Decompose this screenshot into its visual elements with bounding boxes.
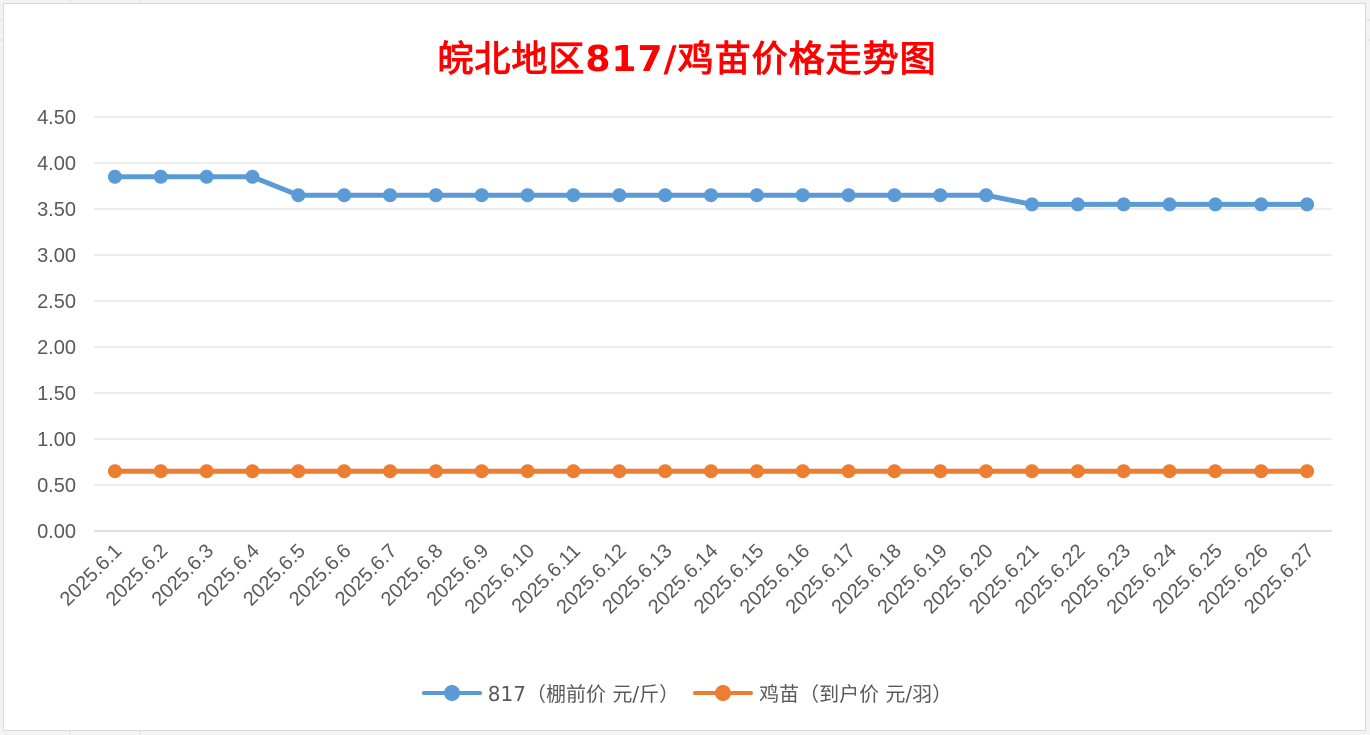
data-point-0 — [1070, 197, 1085, 212]
data-point-1 — [291, 464, 306, 479]
legend-item-817: 817（棚前价 元/斤） — [421, 678, 680, 707]
y-tick-label: 2.50 — [37, 291, 76, 313]
data-point-0 — [383, 188, 398, 203]
y-tick-label: 0.50 — [37, 475, 76, 497]
data-point-0 — [887, 188, 902, 203]
data-point-1 — [795, 464, 810, 479]
data-point-1 — [1070, 464, 1085, 479]
data-point-0 — [1162, 197, 1177, 212]
data-point-1 — [933, 464, 948, 479]
data-point-0 — [979, 188, 994, 203]
chart-area[interactable]: 皖北地区817/鸡苗价格走势图 0.00 0.50 1.00 1.50 2.00 2.50… — [3, 3, 1366, 731]
y-tick-label: 4.50 — [37, 107, 76, 129]
data-point-1 — [704, 464, 718, 479]
data-point-0 — [612, 188, 627, 203]
data-point-0 — [428, 188, 443, 203]
data-point-1 — [749, 464, 764, 479]
data-point-1 — [245, 464, 260, 479]
legend-marker-chick-icon — [693, 684, 754, 702]
data-point-0 — [749, 188, 764, 203]
data-point-1 — [1300, 464, 1315, 479]
data-point-0 — [153, 169, 168, 184]
data-point-1 — [107, 464, 122, 479]
data-point-0 — [199, 169, 214, 184]
data-point-1 — [1116, 464, 1131, 479]
data-point-0 — [1254, 197, 1269, 212]
data-point-1 — [979, 464, 994, 479]
data-point-1 — [841, 464, 856, 479]
data-point-0 — [566, 188, 581, 203]
data-point-1 — [520, 464, 535, 479]
data-point-1 — [474, 464, 489, 479]
data-point-0 — [107, 169, 122, 184]
y-tick-label: 4.00 — [37, 153, 76, 175]
data-point-1 — [337, 464, 352, 479]
y-tick-label: 1.50 — [37, 383, 76, 405]
data-point-1 — [612, 464, 627, 479]
data-point-1 — [566, 464, 581, 479]
data-point-0 — [795, 188, 810, 203]
y-tick-label: 3.50 — [37, 199, 76, 221]
data-point-1 — [383, 464, 398, 479]
data-point-1 — [199, 464, 214, 479]
data-point-1 — [1024, 464, 1039, 479]
data-point-1 — [887, 464, 902, 479]
chart-title: 皖北地区817/鸡苗价格走势图 — [437, 39, 937, 80]
data-point-1 — [1254, 464, 1269, 479]
data-point-0 — [291, 188, 306, 203]
data-point-0 — [704, 188, 718, 203]
y-tick-label: 2.00 — [37, 337, 76, 359]
y-tick-label: 1.00 — [37, 429, 76, 451]
data-point-0 — [474, 188, 489, 203]
data-point-0 — [658, 188, 673, 203]
data-point-0 — [933, 188, 948, 203]
data-point-0 — [1116, 197, 1131, 212]
data-point-0 — [337, 188, 352, 203]
legend: 817（棚前价 元/斤） 鸡苗（到户价 元/羽） — [4, 678, 1370, 707]
data-point-0 — [1208, 197, 1223, 212]
data-point-0 — [841, 188, 856, 203]
data-point-0 — [1300, 197, 1315, 212]
plot-area: 0.00 0.50 1.00 1.50 2.00 2.50 3.00 3.50 4.00 4.50… — [37, 107, 1332, 618]
y-tick-label: 0.00 — [37, 521, 76, 543]
data-point-1 — [1208, 464, 1223, 479]
data-point-0 — [245, 169, 260, 184]
data-point-1 — [658, 464, 673, 479]
data-point-0 — [520, 188, 535, 203]
data-point-1 — [1162, 464, 1177, 479]
y-tick-label: 3.00 — [37, 245, 76, 267]
data-point-0 — [1024, 197, 1039, 212]
legend-label-817: 817（棚前价 元/斤） — [487, 682, 680, 706]
data-point-1 — [428, 464, 443, 479]
legend-marker-817-icon — [421, 684, 482, 702]
legend-label-chick: 鸡苗（到户价 元/羽） — [759, 682, 953, 706]
data-point-1 — [153, 464, 168, 479]
legend-item-chick: 鸡苗（到户价 元/羽） — [693, 678, 952, 707]
